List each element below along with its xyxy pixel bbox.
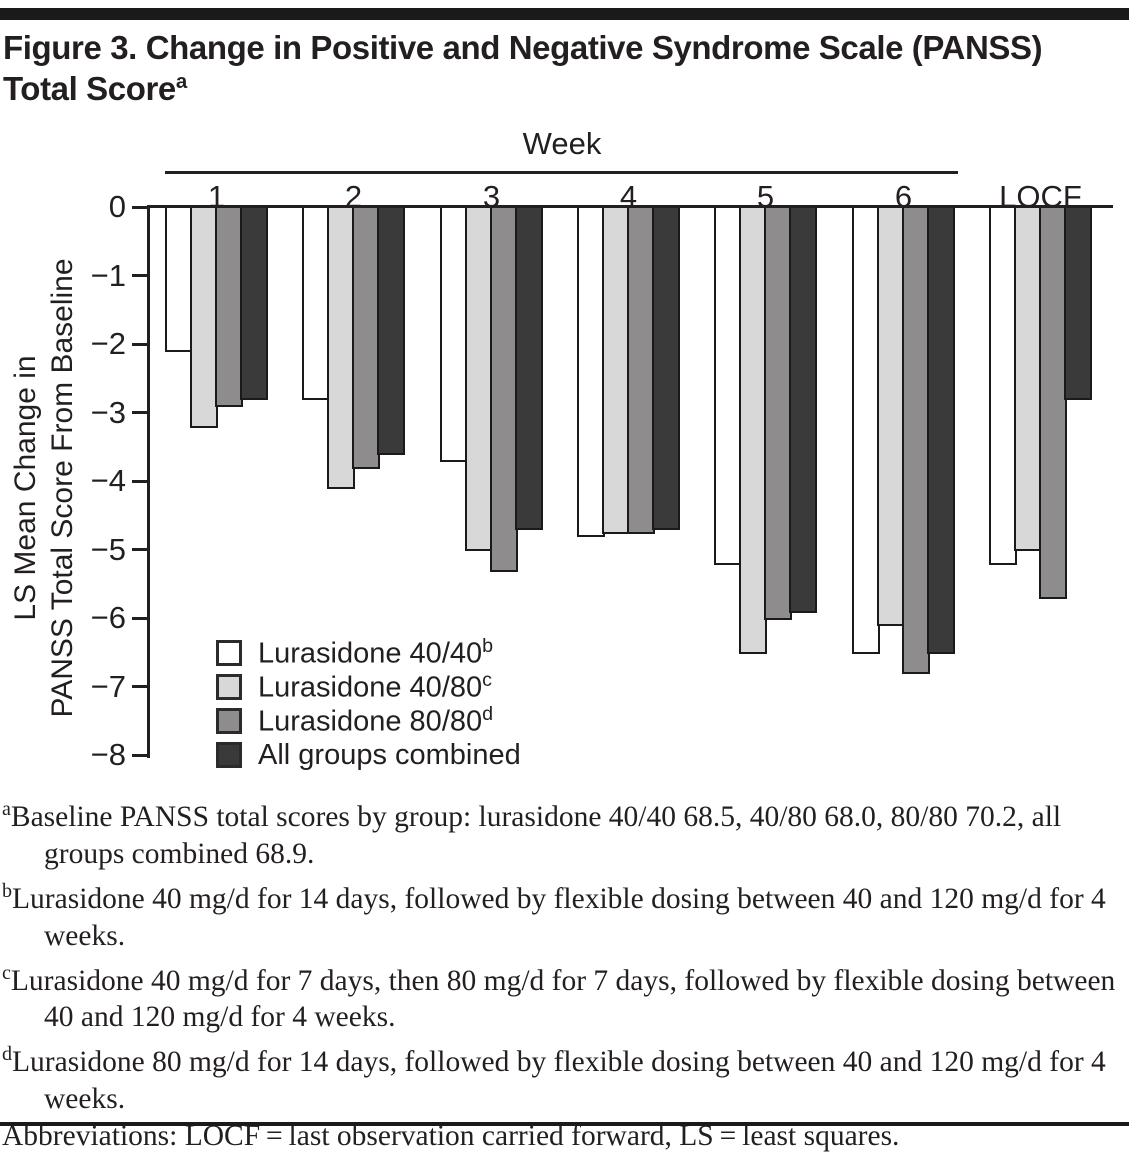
bar-6-series3 <box>902 207 930 675</box>
bar-4-series4 <box>652 207 680 531</box>
y-tick-label-3: −3 <box>90 394 126 430</box>
bar-6-series1 <box>852 207 880 654</box>
legend-item-4: All groups combined <box>216 738 521 772</box>
bar-locf-series3 <box>1039 207 1067 599</box>
bar-2-series4 <box>377 207 405 456</box>
y-tick-4 <box>132 479 148 483</box>
figure-title-superscript: a <box>175 69 187 93</box>
legend-label-3: Lurasidone 80/80d <box>258 703 494 738</box>
legend-swatch-1 <box>216 640 242 666</box>
bar-locf-series4 <box>1064 207 1092 401</box>
legend: Lurasidone 40/40b Lurasidone 40/80c Lurasi… <box>216 635 521 772</box>
bar-4-series3 <box>627 207 655 534</box>
y-tick-label-0: 0 <box>108 189 126 224</box>
y-tick-1 <box>132 274 148 277</box>
bar-1-series4 <box>240 207 268 401</box>
figure-title: Figure 3. Change in Positive and Negativ… <box>3 28 1088 110</box>
y-tick-label-7: −7 <box>90 668 126 704</box>
bar-2-series1 <box>302 207 330 401</box>
y-tick-8 <box>132 753 148 757</box>
y-tick-3 <box>132 411 148 414</box>
legend-label-2: Lurasidone 40/80c <box>258 669 492 704</box>
week-header-rule <box>165 171 958 174</box>
legend-swatch-2 <box>216 674 242 700</box>
bar-3-series3 <box>490 207 518 572</box>
bar-6-series2 <box>877 207 905 627</box>
bar-4-series1 <box>577 207 605 538</box>
x-axis-title: Week <box>522 126 602 161</box>
legend-item-1: Lurasidone 40/40b <box>216 635 521 670</box>
bar-3-series2 <box>465 207 493 551</box>
bar-3-series1 <box>440 207 468 462</box>
y-tick-label-5: −5 <box>90 531 126 567</box>
footnote-c: cLurasidone 40 mg/d for 7 days, then 80 … <box>2 961 1116 1034</box>
footnote-b: bLurasidone 40 mg/d for 14 days, followe… <box>2 879 1106 952</box>
bar-2-series2 <box>327 207 355 490</box>
legend-item-3: Lurasidone 80/80d <box>216 703 521 738</box>
top-rule <box>0 8 1129 20</box>
bar-6-series4 <box>927 207 955 654</box>
bar-1-series3 <box>215 207 243 408</box>
y-tick-label-6: −6 <box>90 600 126 635</box>
footnote-d: dLurasidone 80 mg/d for 14 days, followe… <box>2 1043 1106 1116</box>
y-axis-label-line1: LS Mean Change in <box>9 355 42 621</box>
y-tick-label-8: −8 <box>90 737 126 772</box>
footnote-a: aBaseline PANSS total scores by group: l… <box>2 798 1062 870</box>
y-tick-5 <box>132 548 148 551</box>
y-axis-line <box>147 207 150 758</box>
bar-locf-series2 <box>1014 207 1042 551</box>
y-tick-label-1: −1 <box>90 257 126 293</box>
y-tick-label-2: −2 <box>90 326 126 361</box>
bar-3-series4 <box>515 207 543 531</box>
y-tick-7 <box>132 685 148 688</box>
legend-item-2: Lurasidone 40/80c <box>216 669 521 704</box>
legend-swatch-4 <box>216 742 242 768</box>
bottom-rule <box>0 1122 1129 1126</box>
y-tick-2 <box>132 342 148 346</box>
y-tick-6 <box>132 616 148 620</box>
y-tick-0 <box>132 205 148 209</box>
legend-label-1: Lurasidone 40/40b <box>258 635 494 670</box>
legend-label-4: All groups combined <box>258 738 521 771</box>
bar-locf-series1 <box>989 207 1017 565</box>
bar-5-series3 <box>764 207 792 620</box>
bar-5-series4 <box>789 207 817 613</box>
panss-bar-chart: Week LS Mean Change in PANSS Total Score… <box>0 120 1129 790</box>
bar-1-series1 <box>165 207 193 353</box>
bar-5-series1 <box>714 207 742 565</box>
bar-4-series2 <box>602 207 630 534</box>
bar-1-series2 <box>190 207 218 428</box>
y-tick-label-4: −4 <box>90 463 126 498</box>
footnotes: aBaseline PANSS total scores by group: l… <box>2 791 1127 1155</box>
zero-baseline <box>147 205 1113 208</box>
legend-swatch-3 <box>216 708 242 734</box>
figure-title-text: Figure 3. Change in Positive and Negativ… <box>3 29 1043 107</box>
bar-2-series3 <box>352 207 380 469</box>
bar-5-series2 <box>739 207 767 654</box>
